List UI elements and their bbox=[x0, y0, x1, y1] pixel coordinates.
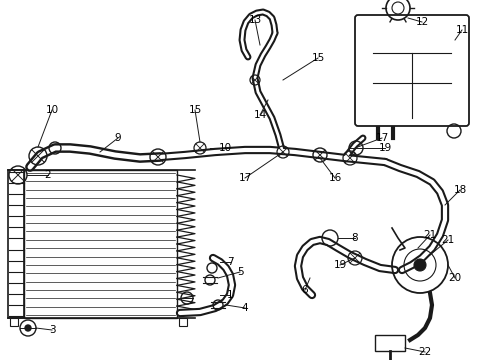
Text: 3: 3 bbox=[49, 325, 55, 335]
Text: 8: 8 bbox=[352, 233, 358, 243]
Text: 22: 22 bbox=[418, 347, 432, 357]
Circle shape bbox=[414, 259, 426, 271]
Text: 15: 15 bbox=[311, 53, 325, 63]
Text: 15: 15 bbox=[188, 105, 201, 115]
Text: 20: 20 bbox=[448, 273, 462, 283]
Text: 14: 14 bbox=[253, 110, 267, 120]
Text: 9: 9 bbox=[115, 133, 122, 143]
Text: 16: 16 bbox=[328, 173, 342, 183]
Text: 2: 2 bbox=[45, 170, 51, 180]
Text: 6: 6 bbox=[302, 285, 308, 295]
Bar bbox=[179, 318, 187, 326]
Text: 19: 19 bbox=[378, 143, 392, 153]
Text: 18: 18 bbox=[453, 185, 466, 195]
Text: 4: 4 bbox=[242, 303, 248, 313]
Circle shape bbox=[25, 325, 31, 331]
Text: 1: 1 bbox=[227, 290, 233, 300]
Text: 13: 13 bbox=[248, 15, 262, 25]
Text: 5: 5 bbox=[237, 267, 244, 277]
Text: 17: 17 bbox=[238, 173, 252, 183]
Text: 12: 12 bbox=[416, 17, 429, 27]
Text: 10: 10 bbox=[219, 143, 232, 153]
FancyBboxPatch shape bbox=[355, 15, 469, 126]
Text: 19: 19 bbox=[333, 260, 346, 270]
Text: 11: 11 bbox=[455, 25, 468, 35]
Text: 17: 17 bbox=[375, 133, 389, 143]
Bar bbox=[10, 318, 18, 326]
Text: 21: 21 bbox=[423, 230, 437, 240]
Text: 21: 21 bbox=[441, 235, 455, 245]
Bar bbox=[375, 335, 405, 351]
Text: 10: 10 bbox=[46, 105, 59, 115]
Text: 7: 7 bbox=[227, 257, 233, 267]
Bar bbox=[8, 170, 24, 318]
Bar bbox=[24, 170, 177, 318]
